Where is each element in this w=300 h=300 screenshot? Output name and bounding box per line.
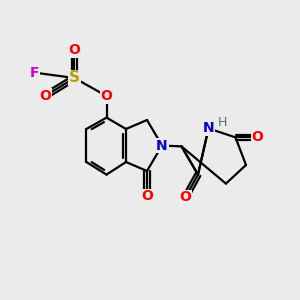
Text: O: O [100,89,112,103]
Text: O: O [179,190,191,204]
Text: F: F [30,66,39,80]
Text: O: O [68,44,80,57]
Text: O: O [141,190,153,203]
Text: H: H [217,116,227,130]
Text: O: O [39,89,51,103]
Text: O: O [251,130,263,144]
Text: N: N [203,122,214,135]
Text: S: S [69,70,80,86]
Text: N: N [156,139,168,152]
